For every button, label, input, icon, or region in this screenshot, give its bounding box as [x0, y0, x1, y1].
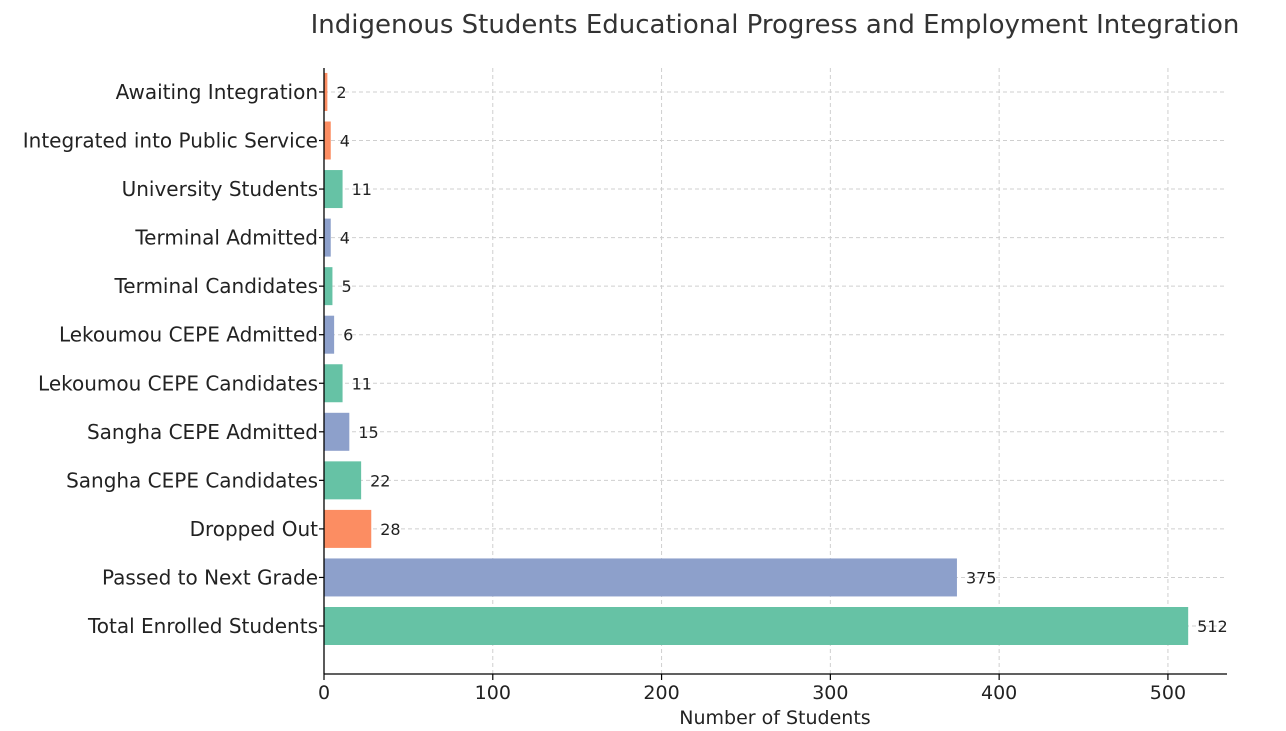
bar — [324, 267, 333, 306]
y-tick-label: Terminal Candidates — [113, 274, 318, 298]
category-label-layer: Total Enrolled Students Passed to Next Gr… — [23, 80, 318, 638]
y-tick-label: Lekoumou CEPE Admitted — [59, 323, 318, 347]
bar — [324, 509, 372, 548]
chart-title: Indigenous Students Educational Progress… — [311, 10, 1240, 40]
y-tick-label: Terminal Admitted — [134, 226, 318, 250]
data-label: 4 — [340, 132, 350, 151]
data-label: 11 — [352, 374, 372, 393]
y-tick-label: Total Enrolled Students — [87, 614, 318, 638]
x-tick-label: 0 — [318, 682, 330, 704]
axis-layer: 0 100 200 300 400 500 — [318, 68, 1227, 704]
bar — [324, 72, 328, 111]
bar — [324, 121, 331, 160]
data-label: 28 — [380, 520, 400, 539]
bar — [324, 607, 1189, 645]
data-label: 22 — [370, 471, 390, 490]
y-tick-label: Passed to Next Grade — [102, 565, 318, 589]
y-tick-label: University Students — [122, 177, 318, 201]
x-tick-label: 500 — [1150, 682, 1186, 704]
bar — [324, 170, 343, 209]
y-tick-label: Lekoumou CEPE Candidates — [38, 371, 318, 395]
bar — [324, 558, 957, 597]
data-label: 2 — [336, 83, 346, 102]
bar — [324, 218, 331, 257]
data-label: 6 — [343, 326, 353, 345]
bar — [324, 315, 335, 354]
bar — [324, 412, 350, 451]
x-tick-label: 300 — [812, 682, 848, 704]
data-label: 5 — [341, 277, 351, 296]
x-tick-label: 400 — [981, 682, 1017, 704]
bar — [324, 364, 343, 403]
data-label: 11 — [352, 180, 372, 199]
x-axis-label: Number of Students — [679, 707, 870, 729]
bar-layer — [324, 72, 1189, 645]
y-tick-label: Sangha CEPE Admitted — [87, 420, 318, 444]
y-tick-label: Dropped Out — [190, 517, 319, 541]
x-tick-label: 100 — [475, 682, 511, 704]
data-label: 512 — [1197, 617, 1228, 636]
bar — [324, 461, 362, 500]
y-tick-label: Sangha CEPE Candidates — [66, 468, 318, 492]
data-label: 4 — [340, 229, 350, 248]
x-tick-label: 200 — [643, 682, 679, 704]
y-tick-label: Awaiting Integration — [116, 80, 318, 104]
data-label: 375 — [966, 568, 997, 587]
y-tick-label: Integrated into Public Service — [23, 129, 318, 153]
data-label: 15 — [358, 423, 378, 442]
data-label-layer: 512 375 28 22 15 11 6 5 4 11 4 2 — [336, 83, 1227, 636]
